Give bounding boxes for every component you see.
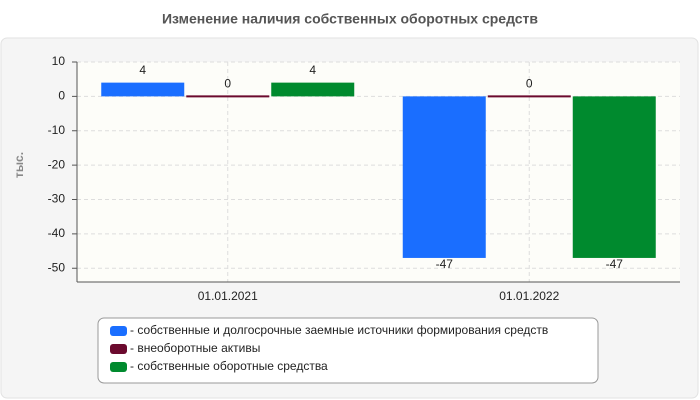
legend-label: - собственные и долгосрочные заемные ист… [130, 323, 548, 337]
x-tick-label: 01.01.2022 [499, 289, 559, 303]
y-tick-label: -30 [48, 192, 66, 206]
x-tick-label: 01.01.2021 [198, 289, 258, 303]
legend-label: - внеоборотные активы [130, 341, 260, 355]
y-axis-label: тыс. [12, 152, 26, 178]
y-tick-label: -10 [48, 123, 66, 137]
bar [186, 95, 270, 98]
legend-label: - собственные оборотные средства [130, 359, 328, 373]
legend-swatch [110, 362, 127, 372]
bar [101, 82, 185, 97]
y-tick-label: -20 [48, 157, 66, 171]
legend-swatch [110, 344, 127, 354]
bar [572, 96, 656, 258]
value-label: 4 [139, 63, 146, 77]
bar [402, 96, 486, 258]
y-tick-label: 0 [58, 89, 65, 103]
y-tick-label: -40 [48, 226, 66, 240]
chart-title: Изменение наличия собственных оборотных … [162, 11, 538, 27]
value-label: -47 [436, 257, 454, 271]
value-label: 4 [309, 63, 316, 77]
value-label: 0 [526, 77, 533, 91]
value-label: -47 [606, 257, 624, 271]
bar [271, 82, 355, 97]
legend-swatch [110, 326, 127, 336]
y-tick-label: 10 [52, 54, 66, 68]
y-tick-label: -50 [48, 260, 66, 274]
legend [97, 317, 599, 384]
value-label: 0 [224, 77, 231, 91]
bar [487, 95, 571, 98]
